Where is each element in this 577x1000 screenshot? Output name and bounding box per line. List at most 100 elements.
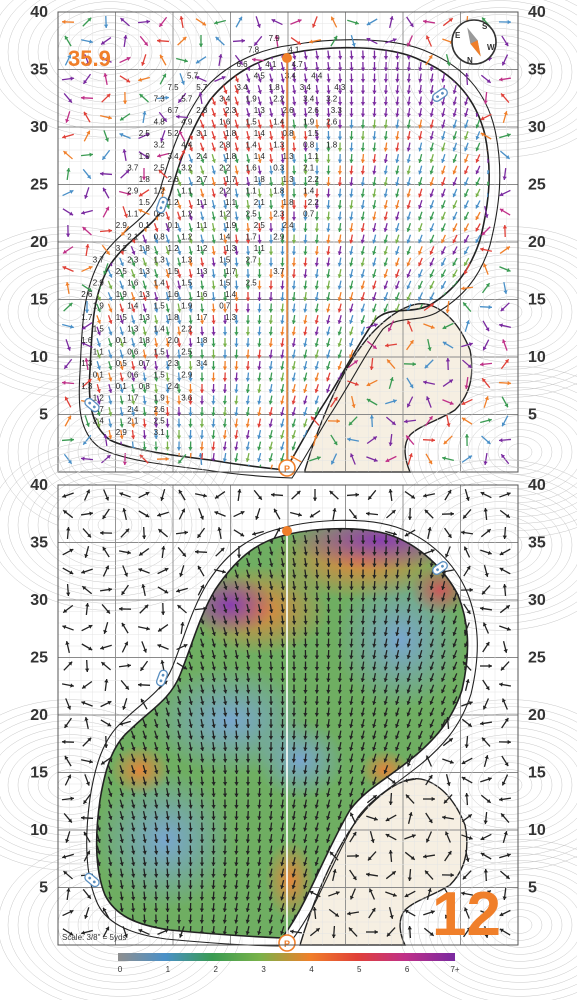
green-slope-arrow xyxy=(440,280,447,290)
slope-reading: 0.6 xyxy=(127,371,139,380)
slope-reading: 2.3 xyxy=(273,210,285,219)
surround-arrow xyxy=(103,130,109,142)
surround-arrow xyxy=(386,359,396,369)
green-slope-arrow xyxy=(429,246,435,255)
green-slope-arrow xyxy=(452,269,458,278)
green-slope-arrow xyxy=(406,73,412,83)
slope-reading: 2.0 xyxy=(167,336,179,345)
green-slope-arrow xyxy=(280,429,285,440)
green-slope-arrow xyxy=(360,142,366,152)
y-axis-tick-left: 30 xyxy=(30,592,48,609)
green-slope-arrow xyxy=(360,234,365,244)
slope-reading: 2.9 xyxy=(116,221,128,230)
green-slope-arrow xyxy=(234,452,239,463)
green-slope-arrow xyxy=(119,372,124,382)
slope-reading: 7.5 xyxy=(167,83,179,92)
green-slope-arrow xyxy=(291,314,296,325)
surround-arrow xyxy=(83,111,91,123)
surround-arrow xyxy=(178,130,186,142)
green-slope-arrow xyxy=(337,211,342,221)
surround-arrow xyxy=(63,453,73,465)
green-slope-arrow xyxy=(96,338,101,347)
surround-arrow xyxy=(81,284,93,292)
green-slope-arrow xyxy=(165,268,170,279)
green-slope-arrow xyxy=(303,96,308,106)
green-slope-arrow xyxy=(440,269,447,278)
green-slope-arrow xyxy=(303,314,308,325)
slope-legend: 0 1 2 3 4 5 6 7+ xyxy=(118,953,460,974)
green-slope-arrow xyxy=(199,119,205,129)
green-slope-arrow xyxy=(429,211,435,221)
surround-arrow xyxy=(255,16,261,28)
surround-arrow xyxy=(422,380,436,385)
green-slope-arrow xyxy=(96,372,101,382)
green-slope-arrow xyxy=(303,234,308,244)
slope-reading: 1.1 xyxy=(196,221,208,230)
slope-reading: 1.3 xyxy=(225,313,237,322)
slope-reading: 2.4 xyxy=(127,405,139,414)
green-slope-arrow xyxy=(234,372,239,382)
green-slope-arrow xyxy=(269,165,274,175)
green-slope-arrow xyxy=(337,291,342,302)
slope-legend-ticks: 0 1 2 3 4 5 6 7+ xyxy=(118,965,460,974)
green-slope-arrow xyxy=(429,292,435,301)
green-slope-arrow xyxy=(177,326,182,336)
green-slope-arrow xyxy=(257,291,262,302)
green-slope-arrow xyxy=(464,96,469,106)
green-slope-arrow xyxy=(223,153,228,164)
y-axis-tick-left: 10 xyxy=(30,822,48,839)
green-slope-arrow xyxy=(222,429,227,440)
surround-arrow xyxy=(176,57,188,63)
surround-arrow xyxy=(424,415,434,427)
green-slope-arrow xyxy=(291,130,297,141)
slope-reading: 2.1 xyxy=(127,233,139,242)
green-slope-arrow xyxy=(176,360,182,371)
green-slope-arrow xyxy=(372,269,377,278)
green-slope-arrow xyxy=(418,176,423,187)
surround-arrow xyxy=(138,151,150,159)
green-slope-arrow xyxy=(199,303,205,313)
slope-reading: 2.9 xyxy=(116,428,128,437)
green-slope-arrow xyxy=(257,142,262,152)
surround-arrow xyxy=(119,133,131,139)
slope-reading: 1.8 xyxy=(254,175,266,184)
contour-line xyxy=(487,429,553,475)
green-slope-arrow xyxy=(268,383,273,394)
surround-arrow xyxy=(81,341,93,349)
green-slope-arrow xyxy=(314,268,319,279)
green-slope-arrow xyxy=(303,84,308,95)
slope-reading: 2.9 xyxy=(93,279,105,288)
green-slope-arrow xyxy=(199,131,205,140)
surround-arrow xyxy=(102,187,110,199)
green-slope-arrow xyxy=(280,395,285,405)
green-slope-arrow xyxy=(234,245,239,256)
contour-line xyxy=(0,254,153,370)
green-slope-arrow xyxy=(142,337,147,348)
green-slope-arrow xyxy=(200,268,205,279)
green-slope-arrow xyxy=(372,130,377,141)
contour-line xyxy=(37,1,183,103)
green-slope-arrow xyxy=(280,268,285,279)
green-slope-arrow xyxy=(452,96,457,106)
slope-reading: 1.3 xyxy=(139,313,151,322)
surround-arrow xyxy=(198,91,203,105)
slope-reading: 2.4 xyxy=(167,382,179,391)
slope-reading: 1.7 xyxy=(81,313,93,322)
bottom-pin-marker xyxy=(282,526,292,536)
green-slope-arrow xyxy=(222,360,228,371)
surround-arrow xyxy=(327,418,341,424)
slope-reading: 3.1 xyxy=(196,129,208,138)
slope-reading: 1.3 xyxy=(127,325,139,334)
green-slope-arrow xyxy=(418,246,423,255)
green-slope-arrow xyxy=(211,418,216,428)
surround-arrow xyxy=(312,16,318,28)
green-slope-arrow xyxy=(153,246,159,255)
slope-reading: 1.6 xyxy=(81,336,93,345)
green-slope-arrow xyxy=(406,142,411,152)
green-slope-arrow xyxy=(199,395,205,405)
surround-arrow xyxy=(464,72,469,86)
green-slope-arrow xyxy=(268,176,274,187)
green-slope-arrow xyxy=(268,303,274,313)
green-slope-arrow xyxy=(199,360,205,371)
green-slope-arrow xyxy=(153,429,159,440)
